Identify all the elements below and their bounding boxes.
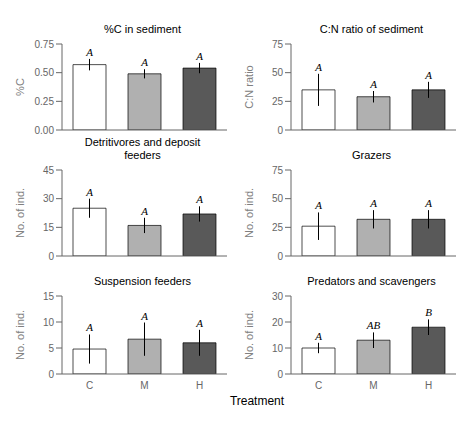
svg-text:H: H xyxy=(196,380,203,391)
svg-text:20: 20 xyxy=(272,317,284,328)
svg-text:A: A xyxy=(314,330,322,342)
svg-text:25: 25 xyxy=(272,222,284,233)
svg-text:15: 15 xyxy=(43,291,55,302)
svg-text:M: M xyxy=(140,380,148,391)
svg-text:C:N ratio: C:N ratio xyxy=(243,65,255,108)
svg-text:A: A xyxy=(195,50,203,62)
svg-text:M: M xyxy=(369,380,377,391)
svg-text:%C: %C xyxy=(14,78,26,96)
svg-text:No. of ind.: No. of ind. xyxy=(14,188,26,238)
svg-text:0: 0 xyxy=(48,251,54,260)
svg-text:A: A xyxy=(195,193,203,205)
svg-text:0: 0 xyxy=(277,251,283,260)
svg-text:A: A xyxy=(314,199,322,211)
svg-text:0: 0 xyxy=(277,369,283,380)
svg-text:No. of ind.: No. of ind. xyxy=(14,310,26,360)
svg-text:No. of ind.: No. of ind. xyxy=(243,310,255,360)
svg-text:No. of ind.: No. of ind. xyxy=(243,188,255,238)
svg-text:C: C xyxy=(315,380,322,391)
html-text:%C in sediment: %C in sediment xyxy=(104,23,181,35)
svg-text:A: A xyxy=(195,317,203,329)
svg-text:0.25: 0.25 xyxy=(35,96,55,107)
svg-text:A: A xyxy=(369,78,377,90)
svg-text:0: 0 xyxy=(277,125,283,134)
svg-text:0.75: 0.75 xyxy=(35,39,55,50)
svg-text:B: B xyxy=(425,306,432,318)
svg-text:15: 15 xyxy=(43,222,55,233)
svg-text:A: A xyxy=(424,69,432,81)
html-text:Grazers: Grazers xyxy=(351,149,392,161)
svg-text:0: 0 xyxy=(48,369,54,380)
html-text:Predators and scavengers: Predators and scavengers xyxy=(307,275,436,287)
html-text:Detritivores and deposit feede: Detritivores and deposit feeders xyxy=(84,136,201,161)
svg-text:10: 10 xyxy=(272,343,284,354)
svg-text:A: A xyxy=(369,197,377,209)
svg-text:75: 75 xyxy=(272,39,284,50)
svg-text:0.00: 0.00 xyxy=(35,125,55,134)
html-text:Treatment: Treatment xyxy=(229,394,285,408)
svg-text:A: A xyxy=(314,61,322,73)
svg-text:A: A xyxy=(85,321,93,333)
svg-text:50: 50 xyxy=(272,193,284,204)
svg-text:H: H xyxy=(425,380,432,391)
svg-text:A: A xyxy=(424,197,432,209)
svg-text:75: 75 xyxy=(272,165,284,176)
svg-text:C: C xyxy=(86,380,93,391)
svg-text:A: A xyxy=(140,56,148,68)
svg-text:A: A xyxy=(140,310,148,322)
svg-text:A: A xyxy=(85,46,93,58)
svg-text:AB: AB xyxy=(366,319,381,331)
html-text:Suspension feeders: Suspension feeders xyxy=(93,275,192,287)
svg-text:5: 5 xyxy=(48,343,54,354)
html-text:C:N ratio of sediment: C:N ratio of sediment xyxy=(319,23,424,35)
svg-text:A: A xyxy=(140,205,148,217)
svg-text:25: 25 xyxy=(272,96,284,107)
svg-text:30: 30 xyxy=(272,291,284,302)
svg-text:30: 30 xyxy=(43,193,55,204)
svg-text:50: 50 xyxy=(272,67,284,78)
svg-text:A: A xyxy=(85,186,93,198)
svg-text:0.50: 0.50 xyxy=(35,67,55,78)
svg-text:10: 10 xyxy=(43,317,55,328)
svg-text:45: 45 xyxy=(43,165,55,176)
